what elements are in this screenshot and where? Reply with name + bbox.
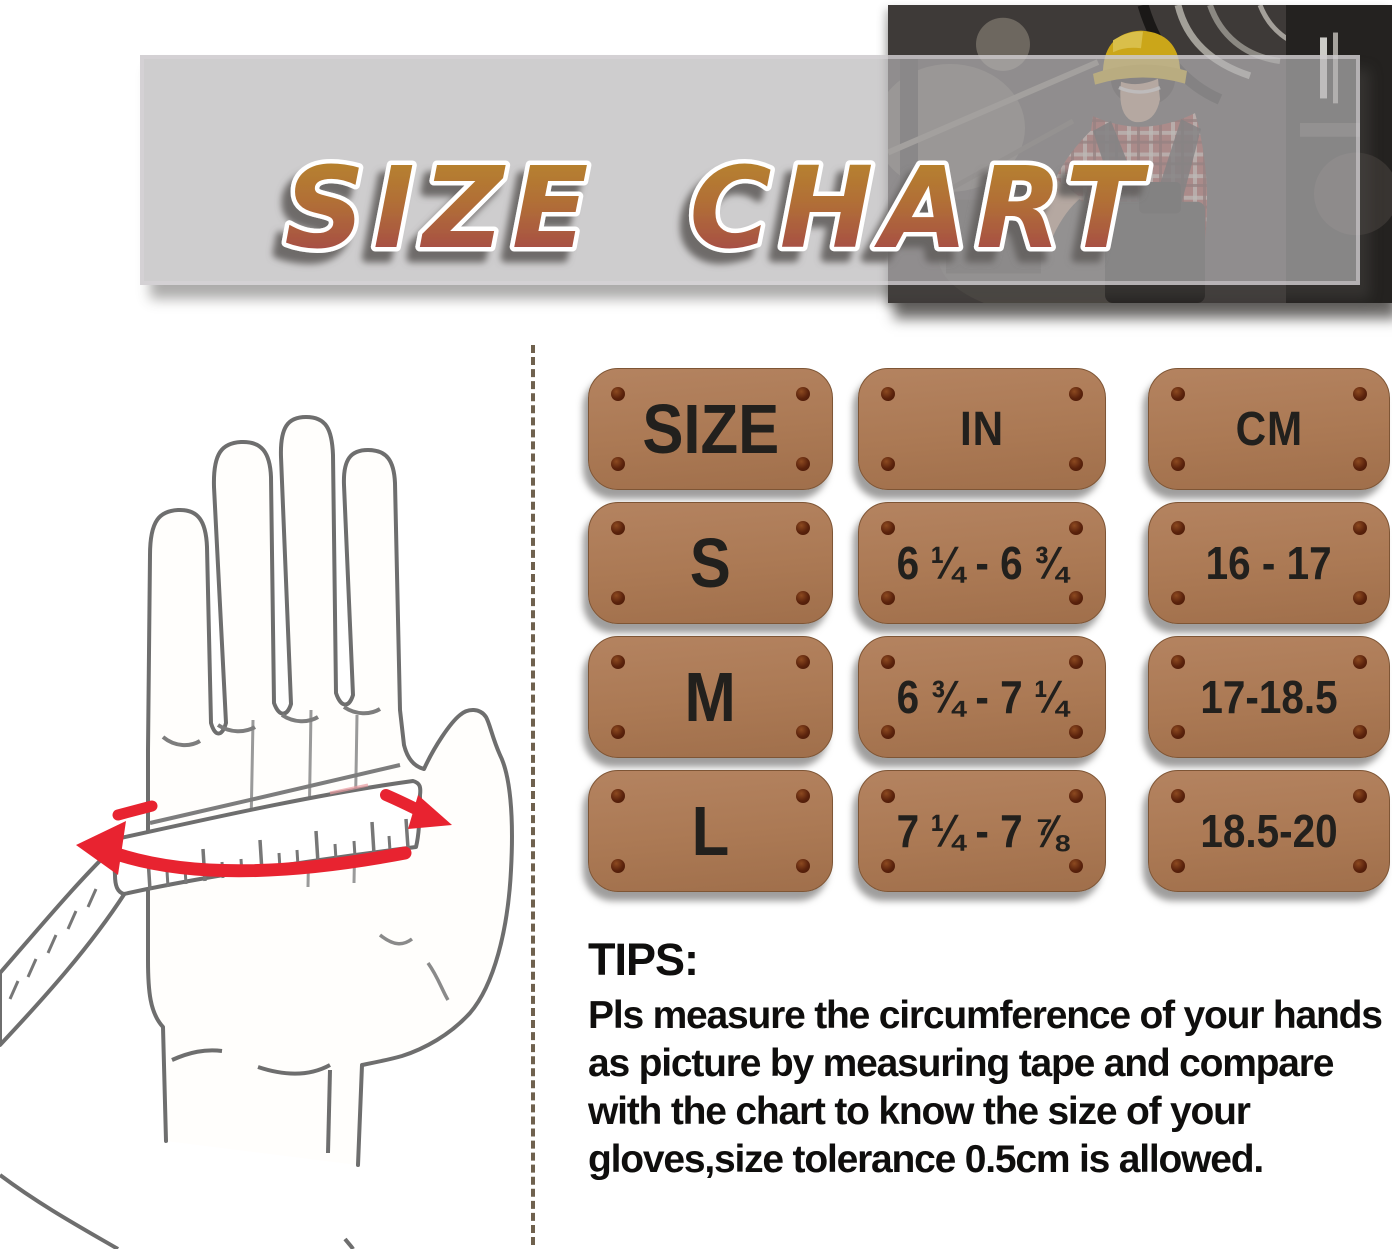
rivet-icon bbox=[881, 387, 895, 401]
rivet-icon bbox=[1171, 789, 1185, 803]
rivet-icon bbox=[1353, 521, 1367, 535]
size-m-in-value: 6 ¾ - 7 ¼ bbox=[896, 671, 1068, 723]
rivet-icon bbox=[1171, 591, 1185, 605]
rivet-icon bbox=[611, 387, 625, 401]
in-cell: 7 ¼ - 7 ⅞ bbox=[858, 770, 1106, 892]
size-l-cm-value: 18.5-20 bbox=[1200, 805, 1338, 857]
rivet-icon bbox=[1171, 859, 1185, 873]
in-cell: 6 ¾ - 7 ¼ bbox=[858, 636, 1106, 758]
rivet-icon bbox=[796, 655, 810, 669]
header-in-tag: IN bbox=[858, 368, 1106, 490]
size-m-cm-value: 17-18.5 bbox=[1200, 671, 1338, 723]
rivet-icon bbox=[796, 387, 810, 401]
rivet-icon bbox=[796, 457, 810, 471]
cm-cell: 17-18.5 bbox=[1148, 636, 1390, 758]
rivet-icon bbox=[796, 521, 810, 535]
in-cell: 6 ¼ - 6 ¾ bbox=[858, 502, 1106, 624]
cm-cell: 16 - 17 bbox=[1148, 502, 1390, 624]
rivet-icon bbox=[1171, 457, 1185, 471]
rivet-icon bbox=[796, 859, 810, 873]
size-cell: S bbox=[588, 502, 833, 624]
rivet-icon bbox=[881, 655, 895, 669]
header-size-tag: SIZE bbox=[588, 368, 833, 490]
size-s-label: S bbox=[689, 524, 732, 602]
size-m-label: M bbox=[684, 658, 737, 736]
rivet-icon bbox=[881, 521, 895, 535]
rivet-icon bbox=[1069, 591, 1083, 605]
table-row-s: S 6 ¼ - 6 ¾ 16 - 17 bbox=[588, 502, 1390, 624]
rivet-icon bbox=[611, 725, 625, 739]
tips-body: Pls measure the circumference of your ha… bbox=[588, 994, 1383, 1181]
tips-heading: TIPS: bbox=[588, 934, 699, 985]
header-size-label: SIZE bbox=[642, 390, 779, 468]
rivet-icon bbox=[1069, 789, 1083, 803]
rivet-icon bbox=[796, 725, 810, 739]
rivet-icon bbox=[611, 655, 625, 669]
hand-outline bbox=[0, 415, 514, 1249]
header-in-label: IN bbox=[960, 402, 1004, 456]
title-banner: SIZE CHART bbox=[140, 55, 1360, 285]
rivet-icon bbox=[1353, 725, 1367, 739]
rivet-icon bbox=[881, 789, 895, 803]
size-s-cm-value: 16 - 17 bbox=[1205, 537, 1333, 589]
red-measure-arrow bbox=[76, 783, 452, 878]
rivet-icon bbox=[1069, 725, 1083, 739]
rivet-icon bbox=[1353, 655, 1367, 669]
rivet-icon bbox=[1171, 725, 1185, 739]
rivet-icon bbox=[881, 859, 895, 873]
rivet-icon bbox=[1069, 457, 1083, 471]
rivet-icon bbox=[1353, 789, 1367, 803]
size-cell: M bbox=[588, 636, 833, 758]
title-artwork: SIZE CHART bbox=[280, 140, 1149, 279]
rivet-icon bbox=[1069, 655, 1083, 669]
rivet-icon bbox=[611, 789, 625, 803]
rivet-icon bbox=[1353, 859, 1367, 873]
rivet-icon bbox=[1171, 387, 1185, 401]
tips-section: TIPS: Pls measure the circumference of y… bbox=[588, 934, 1392, 1184]
table-header-row: SIZE IN CM bbox=[588, 368, 1390, 490]
rivet-icon bbox=[796, 789, 810, 803]
size-cell: L bbox=[588, 770, 833, 892]
header-cm-label: CM bbox=[1235, 402, 1303, 456]
dashed-divider bbox=[531, 345, 535, 1245]
rivet-icon bbox=[611, 859, 625, 873]
rivet-icon bbox=[611, 591, 625, 605]
table-row-l: L 7 ¼ - 7 ⅞ 18.5-20 bbox=[588, 770, 1390, 892]
rivet-icon bbox=[1069, 859, 1083, 873]
rivet-icon bbox=[1353, 591, 1367, 605]
rivet-icon bbox=[1171, 655, 1185, 669]
hand-measure-illustration bbox=[0, 415, 514, 1249]
rivet-icon bbox=[881, 457, 895, 471]
rivet-icon bbox=[611, 457, 625, 471]
header-cm-tag: CM bbox=[1148, 368, 1390, 490]
rivet-icon bbox=[1353, 457, 1367, 471]
rivet-icon bbox=[881, 725, 895, 739]
size-l-label: L bbox=[691, 792, 730, 870]
table-row-m: M 6 ¾ - 7 ¼ 17-18.5 bbox=[588, 636, 1390, 758]
size-s-in-value: 6 ¼ - 6 ¾ bbox=[896, 537, 1068, 589]
page-title: SIZE CHART bbox=[284, 144, 1149, 274]
rivet-icon bbox=[1069, 387, 1083, 401]
rivet-icon bbox=[1353, 387, 1367, 401]
size-table: SIZE IN CM S 6 ¼ - 6 ¾ 16 - 17 bbox=[588, 368, 1390, 904]
cm-cell: 18.5-20 bbox=[1148, 770, 1390, 892]
rivet-icon bbox=[796, 591, 810, 605]
rivet-icon bbox=[1171, 521, 1185, 535]
rivet-icon bbox=[1069, 521, 1083, 535]
rivet-icon bbox=[881, 591, 895, 605]
size-l-in-value: 7 ¼ - 7 ⅞ bbox=[896, 805, 1068, 857]
rivet-icon bbox=[611, 521, 625, 535]
